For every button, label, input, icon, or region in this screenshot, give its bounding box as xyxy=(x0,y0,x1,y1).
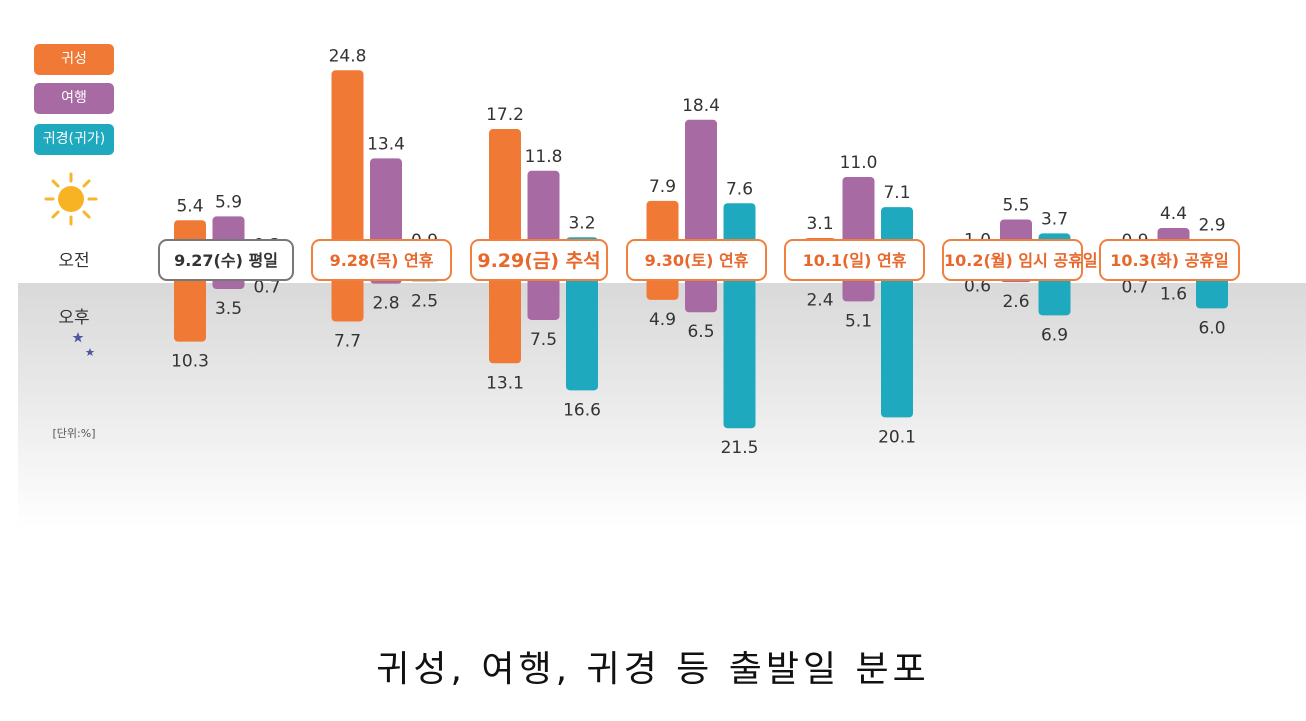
data-label-pm: 6.5 xyxy=(687,322,714,342)
bar-am-travel xyxy=(370,158,402,262)
data-label-pm: 13.1 xyxy=(486,373,524,393)
data-label-am: 3.7 xyxy=(1041,209,1068,229)
data-label-pm: 2.8 xyxy=(372,294,399,314)
data-label-am: 3.2 xyxy=(568,213,595,233)
data-label-am: 7.1 xyxy=(883,183,910,203)
data-label-pm: 2.6 xyxy=(1002,292,1029,312)
bar-pm-homecoming xyxy=(489,262,521,364)
date-label: 9.28(목) 연휴 xyxy=(311,239,452,281)
bar-am-travel xyxy=(685,119,717,262)
legend-item-homecoming: 귀성 xyxy=(34,44,114,75)
data-label-pm: 6.9 xyxy=(1041,325,1068,345)
data-label-pm: 5.1 xyxy=(845,311,872,331)
date-label: 9.29(금) 추석 xyxy=(470,239,608,281)
bar-pm-return xyxy=(566,262,598,391)
unit-label: [단위:%] xyxy=(52,427,96,440)
figure-caption: 귀성, 여행, 귀경 등 출발일 분포 xyxy=(376,649,930,690)
data-label-am: 3.1 xyxy=(806,214,833,234)
am-label: 오전 xyxy=(58,251,90,271)
data-label-pm: 4.9 xyxy=(649,310,676,330)
date-label: 9.27(수) 평일 xyxy=(158,239,294,281)
data-label-am: 5.9 xyxy=(215,192,242,212)
data-label-am: 17.2 xyxy=(486,105,524,125)
bar-pm-return xyxy=(723,262,756,429)
data-label-am: 7.9 xyxy=(649,177,676,197)
data-label-am: 2.9 xyxy=(1198,216,1225,236)
data-label-pm: 7.7 xyxy=(334,332,361,352)
data-label-pm: 0.7 xyxy=(253,277,280,297)
data-label-am: 5.5 xyxy=(1002,195,1029,215)
legend-item-travel: 여행 xyxy=(34,83,114,114)
data-label-am: 24.8 xyxy=(329,46,367,66)
data-label-am: 11.0 xyxy=(840,153,878,173)
sun-icon xyxy=(44,172,98,226)
data-label-am: 5.4 xyxy=(176,196,203,216)
data-label-am: 11.8 xyxy=(525,147,563,167)
data-label-pm: 3.5 xyxy=(215,299,242,319)
date-label: 10.3(화) 공휴일 xyxy=(1099,239,1240,281)
data-label-pm: 2.5 xyxy=(411,291,438,311)
data-label-pm: 6.0 xyxy=(1198,318,1225,338)
bar-am-homecoming xyxy=(489,129,521,262)
moon-icon xyxy=(58,332,96,386)
pm-background-band xyxy=(18,283,1306,528)
date-label: 10.1(일) 연휴 xyxy=(784,239,925,281)
data-label-pm: 21.5 xyxy=(721,438,759,458)
data-label-pm: 1.6 xyxy=(1160,284,1187,304)
date-label: 10.2(월) 임시 공휴일 xyxy=(942,239,1098,281)
data-label-pm: 16.6 xyxy=(563,400,601,420)
data-label-pm: 2.4 xyxy=(806,291,833,311)
data-label-am: 4.4 xyxy=(1160,204,1187,224)
date-label: 9.30(토) 연휴 xyxy=(626,239,767,281)
data-label-am: 7.6 xyxy=(726,179,753,199)
data-label-am: 13.4 xyxy=(367,134,405,154)
bar-pm-return xyxy=(881,262,913,418)
bar-pm-homecoming xyxy=(174,262,206,342)
pm-label: 오후 xyxy=(58,308,90,328)
bar-am-homecoming xyxy=(331,70,364,263)
data-label-pm: 10.3 xyxy=(171,352,209,372)
data-label-pm: 7.5 xyxy=(530,330,557,350)
data-label-pm: 0.6 xyxy=(964,277,991,297)
legend-item-return: 귀경(귀가) xyxy=(34,124,114,155)
data-label-pm: 0.7 xyxy=(1121,277,1148,297)
data-label-pm: 20.1 xyxy=(878,427,916,447)
data-label-am: 18.4 xyxy=(682,96,720,116)
